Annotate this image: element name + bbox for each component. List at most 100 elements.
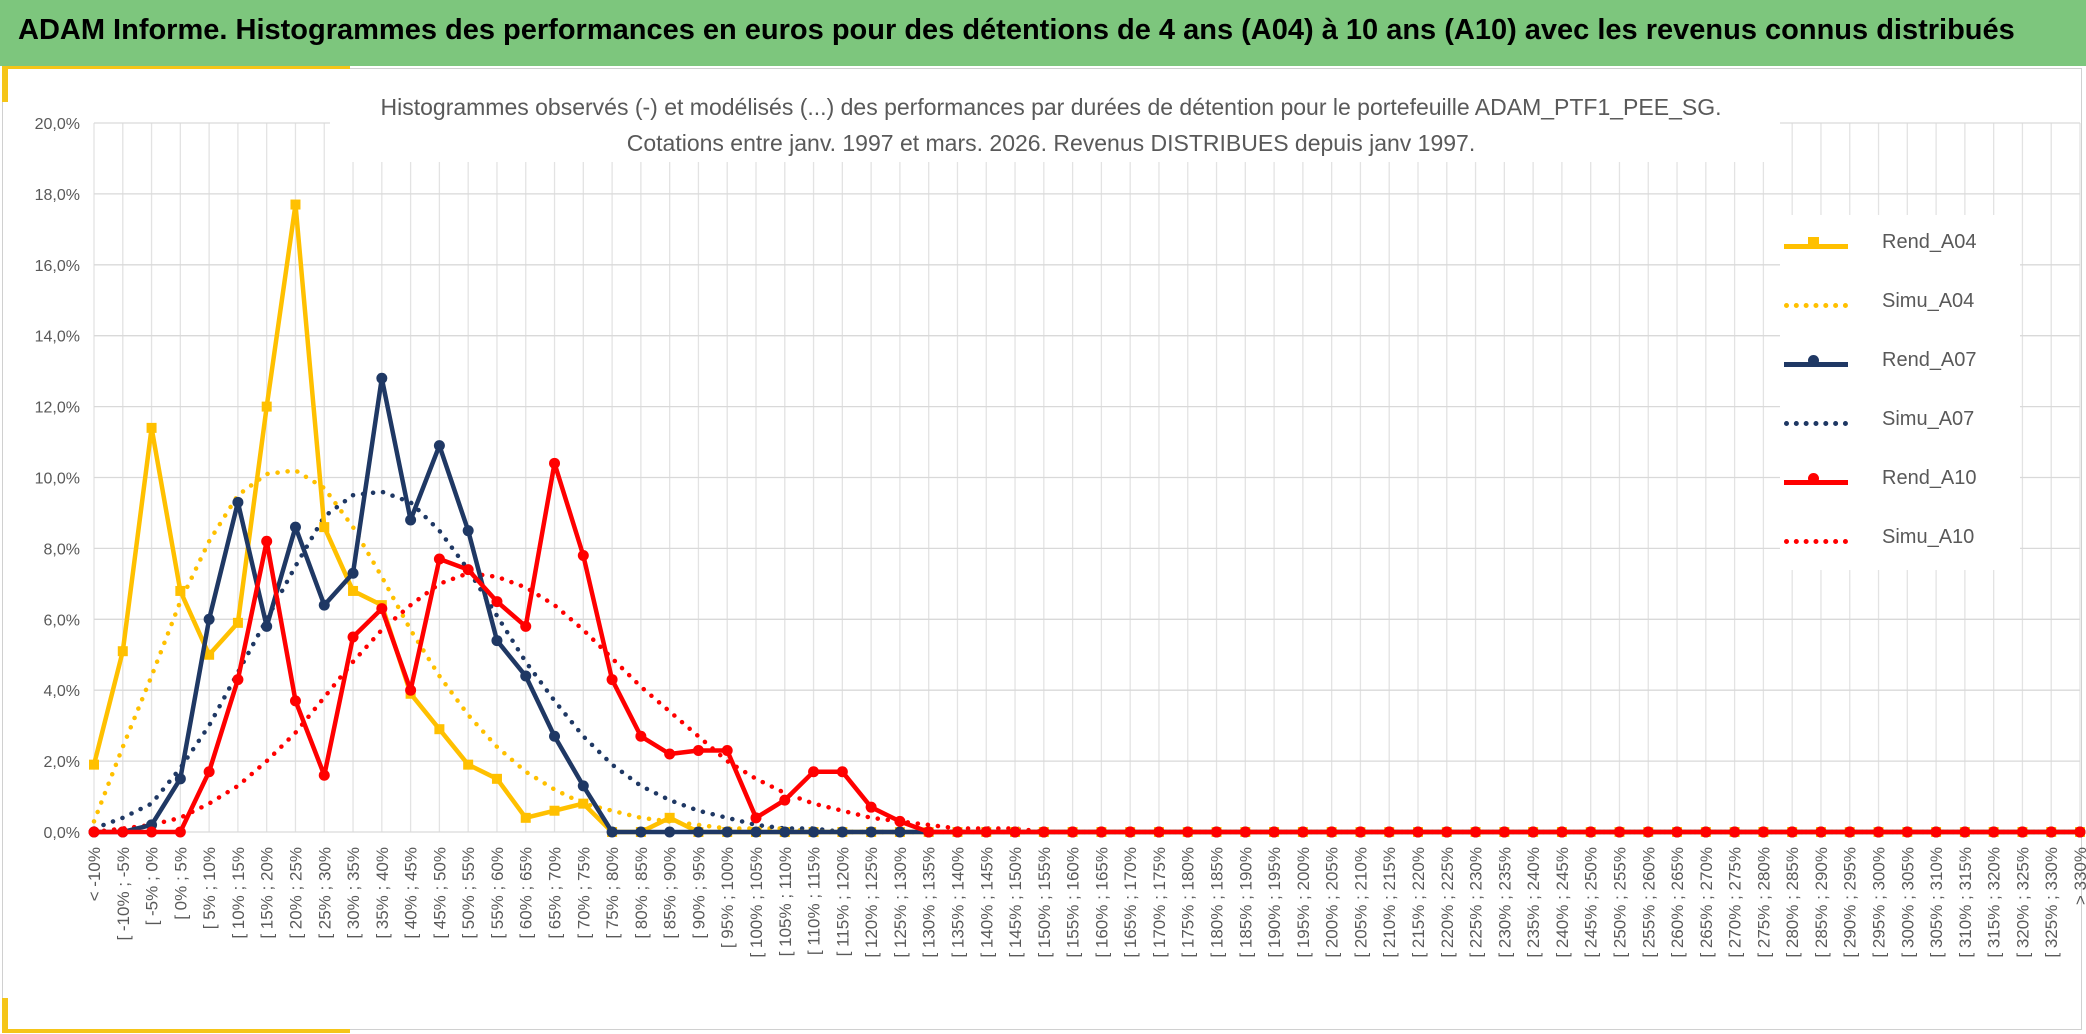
data-point: [894, 815, 906, 827]
x-tick-label: [ 325% ; 330%: [2042, 847, 2061, 958]
data-point: [319, 522, 330, 533]
y-tick-label: 16,0%: [35, 258, 80, 275]
chart-frame: [2, 68, 2082, 1030]
series-rend_a10: [88, 457, 2086, 838]
x-tick-label: [ 165% ; 170%: [1121, 847, 1140, 958]
data-point: [578, 798, 589, 809]
legend-marker: [1808, 473, 1819, 484]
x-tick-label: [ 125% ; 130%: [891, 847, 910, 958]
x-tick-label: [ 110% ; 115%: [805, 847, 824, 955]
x-tick-label: [ 35% ; 40%: [373, 847, 392, 939]
legend-item-simu_a04: Simu_A04: [1780, 288, 2020, 318]
x-tick-label: [ 85% ; 90%: [661, 847, 680, 939]
legend-swatch: [1784, 421, 1848, 426]
data-point: [1556, 826, 1568, 838]
data-point: [520, 812, 531, 823]
x-axis: < -10% [ -10% ; -5% [ -5% ; 0% [ 0% ; 5% [ 5…: [85, 847, 2086, 958]
legend-item-simu_a10: Simu_A10: [1780, 524, 2020, 554]
data-point: [520, 670, 532, 682]
data-point: [203, 613, 215, 625]
page-title: ADAM Informe. Histogrammes des performan…: [18, 14, 2015, 46]
legend-item-rend_a10: Rend_A10: [1780, 465, 2020, 495]
data-point: [89, 759, 99, 770]
x-tick-label: [ 280% ; 285%: [1783, 847, 1802, 958]
data-point: [1354, 826, 1366, 838]
x-tick-label: [ 75% ; 80%: [603, 847, 622, 939]
legend-item-rend_a04: Rend_A04: [1780, 229, 2020, 259]
data-point: [606, 674, 618, 686]
data-point: [664, 826, 676, 838]
legend-marker: [1808, 237, 1819, 248]
data-point: [1757, 826, 1769, 838]
data-point: [577, 549, 589, 561]
header-bar: ADAM Informe. Histogrammes des performan…: [0, 0, 2086, 66]
legend-label: Rend_A07: [1882, 349, 1977, 371]
x-tick-label: [ 15% ; 20%: [258, 847, 277, 939]
x-tick-label: < -10%: [85, 847, 104, 901]
data-point: [1067, 826, 1079, 838]
grid-layer: [93, 122, 2081, 833]
y-tick-label: 10,0%: [35, 471, 80, 488]
data-point: [1297, 826, 1309, 838]
data-point: [664, 812, 675, 823]
x-tick-label: [ 45% ; 50%: [430, 847, 449, 939]
x-tick-label: [ 115% ; 120%: [833, 847, 852, 956]
data-point: [577, 780, 589, 792]
accent-bar-bottom-left: [2, 998, 8, 1032]
data-point: [348, 585, 359, 596]
legend-label: Rend_A10: [1882, 467, 1977, 489]
x-tick-label: [ 40% ; 45%: [402, 847, 421, 939]
data-point: [174, 773, 186, 785]
y-tick-label: 0,0%: [44, 825, 80, 842]
data-point: [1412, 826, 1424, 838]
data-point: [1383, 826, 1395, 838]
data-point: [664, 748, 676, 760]
data-point: [463, 759, 474, 770]
x-tick-label: [ 135% ; 140%: [948, 847, 967, 958]
data-point: [1642, 826, 1654, 838]
accent-bar-left: [2, 68, 8, 102]
data-point: [779, 826, 791, 838]
data-point: [549, 730, 561, 742]
data-point: [1959, 826, 1971, 838]
data-point: [1930, 826, 1942, 838]
data-point: [836, 766, 848, 778]
data-point: [491, 773, 502, 784]
x-tick-label: [ 90% ; 95%: [689, 847, 708, 939]
data-point: [347, 631, 359, 643]
chart-title-background: [330, 86, 1780, 162]
data-point: [1613, 826, 1625, 838]
legend-swatch: [1784, 539, 1848, 544]
data-point: [318, 769, 330, 781]
data-point: [376, 603, 388, 615]
x-tick-label: [ 230% ; 235%: [1495, 847, 1514, 958]
x-tick-label: [ 160% ; 165%: [1092, 847, 1111, 958]
data-point: [1239, 826, 1251, 838]
x-tick-label: [ 175% ; 180%: [1179, 847, 1198, 958]
series-line-rend_a10: [91, 461, 2083, 835]
data-point: [865, 801, 877, 813]
accent-bar-top: [2, 66, 350, 69]
data-point: [1671, 826, 1683, 838]
x-tick-label: [ 290% ; 295%: [1841, 847, 1860, 958]
y-tick-label: 8,0%: [44, 541, 80, 558]
x-tick-label: [ 170% ; 175%: [1150, 847, 1169, 958]
x-tick-label: [ 180% ; 185%: [1208, 847, 1227, 958]
data-point: [980, 826, 992, 838]
data-point: [261, 535, 273, 547]
data-point: [750, 826, 762, 838]
data-point: [1844, 826, 1856, 838]
data-point: [146, 826, 158, 838]
data-point: [1815, 826, 1827, 838]
x-tick-label: > 330%: [2071, 847, 2086, 905]
y-tick-label: 2,0%: [44, 754, 80, 771]
data-point: [174, 826, 186, 838]
x-tick-label: [ 0% ; 5%: [171, 847, 190, 920]
x-tick-label: [ -10% ; -5%: [114, 847, 133, 941]
legend-label: Simu_A10: [1882, 526, 1975, 548]
data-point: [635, 826, 647, 838]
data-point: [808, 766, 820, 778]
x-tick-label: [ 155% ; 160%: [1064, 847, 1083, 958]
data-point: [1441, 826, 1453, 838]
x-tick-label: [ 250% ; 255%: [1610, 847, 1629, 958]
